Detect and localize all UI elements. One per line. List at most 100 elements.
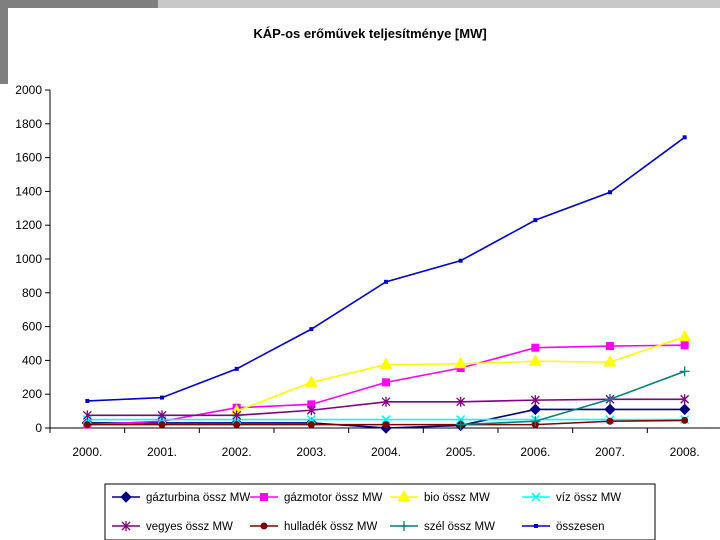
data-point xyxy=(680,394,690,405)
data-point xyxy=(530,416,541,427)
series-2 xyxy=(230,329,692,416)
data-point xyxy=(604,403,616,416)
data-point xyxy=(603,355,617,367)
y-tick-label: 1000 xyxy=(15,252,42,266)
data-point xyxy=(157,410,167,421)
series-group xyxy=(81,135,692,434)
data-point xyxy=(606,417,614,425)
data-point xyxy=(533,218,538,223)
data-point xyxy=(528,354,542,366)
legend-label: hulladék össz MW xyxy=(284,521,377,533)
series-7 xyxy=(85,135,687,403)
axes: 0 200 400 600 800 1000 1200 1400 1600 1800 2000 200… xyxy=(15,83,720,459)
data-point xyxy=(531,343,540,352)
y-tick-label: 0 xyxy=(35,421,42,435)
data-point xyxy=(678,329,692,342)
x-tick-label: 2000. xyxy=(72,445,102,459)
data-point xyxy=(158,421,166,429)
data-point xyxy=(233,421,241,429)
legend-item: gázmotor össz MW xyxy=(250,492,383,504)
data-point xyxy=(679,366,690,377)
x-tick-label: 2006. xyxy=(520,445,550,459)
y-tick-label: 1800 xyxy=(15,117,42,131)
data-point xyxy=(456,415,466,425)
data-point xyxy=(232,410,242,421)
data-point xyxy=(83,421,91,429)
legend-marker xyxy=(397,489,411,502)
legend-item: gázturbina össz MW xyxy=(112,491,250,504)
data-point xyxy=(384,279,388,284)
data-point xyxy=(455,419,466,430)
data-point xyxy=(382,378,390,387)
x-tick-label: 2007. xyxy=(595,445,625,459)
data-point xyxy=(608,190,612,195)
data-point xyxy=(306,405,316,416)
data-point xyxy=(382,421,390,429)
x-tick-label: 2003. xyxy=(296,445,326,459)
data-point xyxy=(85,398,90,403)
data-point xyxy=(379,357,393,370)
chart-title: KÁP-os erőművek teljesítménye [MW] xyxy=(253,26,486,41)
data-point xyxy=(530,395,540,406)
data-point xyxy=(529,403,542,416)
series-line xyxy=(460,370,685,426)
legend-item: bio össz MW xyxy=(390,489,490,504)
legend-label: szél össz MW xyxy=(424,521,495,533)
data-point xyxy=(381,396,391,407)
legend-label: víz össz MW xyxy=(556,492,621,504)
x-tick-label: 2005. xyxy=(446,445,476,459)
legend-marker xyxy=(121,521,131,531)
data-point xyxy=(681,416,689,424)
data-point xyxy=(234,366,239,371)
x-tick-label: 2002. xyxy=(222,445,252,459)
legend-item: szél össz MW xyxy=(390,521,495,533)
legend-label: vegyes össz MW xyxy=(146,521,233,533)
y-tick-label: 1200 xyxy=(15,218,42,232)
data-point xyxy=(680,341,689,350)
slide-top-bar-dark xyxy=(0,0,158,8)
data-point xyxy=(456,396,466,407)
data-point xyxy=(306,415,316,425)
slide-side-bar xyxy=(0,8,8,84)
legend-marker xyxy=(120,491,132,503)
data-point xyxy=(307,421,315,429)
legend-label: gázturbina össz MW xyxy=(146,492,250,504)
x-tick-label: 2001. xyxy=(147,445,177,459)
data-point xyxy=(454,356,468,369)
data-point xyxy=(309,327,314,332)
slide-top-bar-light xyxy=(158,0,720,8)
legend-item: víz össz MW xyxy=(522,492,621,504)
legend-marker xyxy=(260,493,268,501)
data-point xyxy=(605,394,615,405)
data-point xyxy=(304,375,318,387)
legend-marker xyxy=(534,524,538,528)
y-tick-label: 1400 xyxy=(15,184,42,198)
data-point xyxy=(678,403,691,416)
legend-box xyxy=(104,483,656,540)
legend: gázturbina össz MW gázmotor össz MW bio ös… xyxy=(104,483,656,540)
y-tick-label: 400 xyxy=(22,353,42,367)
legend-item: összesen xyxy=(522,521,605,533)
legend-item: hulladék össz MW xyxy=(250,521,377,533)
series-6 xyxy=(455,366,690,430)
y-tick-label: 600 xyxy=(22,320,42,334)
data-point xyxy=(307,400,316,409)
y-tick-label: 2000 xyxy=(15,83,42,97)
legend-marker xyxy=(531,492,541,502)
series-4 xyxy=(82,394,690,421)
legend-marker xyxy=(399,521,409,531)
data-point xyxy=(458,258,463,263)
y-tick-label: 800 xyxy=(22,286,42,300)
legend-label: bio össz MW xyxy=(424,492,490,504)
y-tick-label: 200 xyxy=(22,387,42,401)
legend-label: összesen xyxy=(556,521,605,533)
x-tick-label: 2008. xyxy=(670,445,700,459)
legend-marker xyxy=(260,522,268,530)
data-point xyxy=(82,410,92,421)
data-point xyxy=(160,395,164,400)
legend-item: vegyes össz MW xyxy=(112,521,233,533)
data-point xyxy=(381,415,391,425)
y-tick-label: 1600 xyxy=(15,151,42,165)
data-point xyxy=(606,342,614,351)
